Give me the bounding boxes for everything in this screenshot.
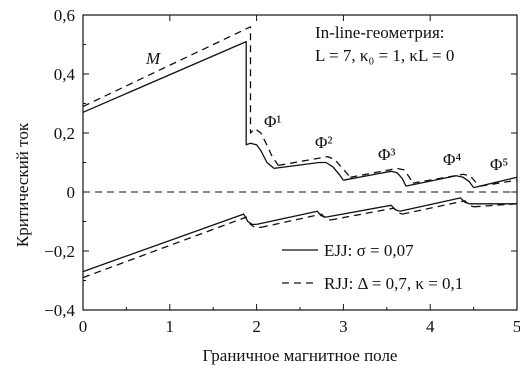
x-tick-label: 1	[166, 317, 175, 336]
y-tick-label: 0	[67, 183, 76, 202]
label-phi1: Φ¹	[264, 112, 282, 131]
series-0-upper-segment-0	[82, 40, 275, 169]
series-0-lower-segment-2	[325, 204, 401, 218]
series-1-upper-segment-0	[82, 26, 279, 166]
x-axis-label: Граничное магнитное поле	[203, 346, 398, 365]
series-0-upper-segment-2	[343, 170, 407, 187]
series-1-upper-segment-3	[412, 173, 481, 187]
y-tick-label: −0,4	[44, 301, 75, 320]
series-1-upper-segment-4	[480, 179, 518, 187]
x-tick-label: 0	[79, 317, 88, 336]
series-group	[82, 26, 518, 279]
series-1-lower-segment-4	[473, 203, 518, 208]
series-0-lower-segment-0	[82, 213, 257, 273]
series-1-lower-segment-2	[330, 207, 403, 221]
x-tick-label: 2	[252, 317, 261, 336]
series-1-lower-segment-3	[402, 200, 474, 215]
label-phi3: Φ³	[378, 145, 396, 164]
series-1-upper-segment-2	[350, 167, 414, 184]
label-M: M	[145, 49, 161, 68]
label-phi4: Φ⁴	[443, 150, 461, 169]
y-axis-label: Критический ток	[13, 122, 32, 247]
legend-label-ejj: EJJ: σ = 0,07	[324, 241, 414, 260]
label-phi2: Φ²	[315, 133, 333, 152]
x-tick-label: 3	[339, 317, 348, 336]
series-1-lower-segment-1	[260, 213, 331, 229]
series-1-upper-segment-1	[278, 155, 351, 178]
series-0-upper-segment-3	[405, 175, 475, 188]
annotation-title: In-line-геометрия:	[315, 23, 445, 42]
axes	[82, 14, 518, 311]
x-tick-label: 5	[513, 317, 520, 336]
series-0-lower-segment-3	[399, 197, 470, 212]
legend-label-rjj: RJJ: Δ = 0,7, κ = 0,1	[324, 274, 463, 293]
annotation-params: L = 7, κ₀ = 1, κL = 0	[315, 46, 454, 65]
y-tick-label: 0,6	[54, 6, 75, 25]
series-0-lower-segment-1	[256, 210, 327, 226]
y-tick-label: 0,2	[54, 124, 75, 143]
legend: EJJ: σ = 0,07 RJJ: Δ = 0,7, κ = 0,1	[282, 241, 463, 293]
label-phi5: Φ⁵	[490, 155, 508, 174]
series-1-lower-segment-0	[82, 216, 261, 279]
x-tick-label: 4	[426, 317, 435, 336]
tick-labels: 0 1 2 3 4 5 −0,4 −0,2 0 0,2 0,4 0,6	[44, 6, 520, 336]
series-0-upper-segment-1	[273, 161, 344, 181]
y-tick-label: 0,4	[54, 65, 76, 84]
y-tick-label: −0,2	[44, 242, 75, 261]
